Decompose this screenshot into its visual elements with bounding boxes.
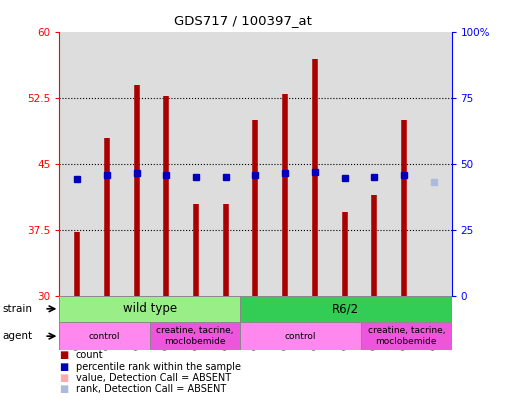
Text: creatine, tacrine,
moclobemide: creatine, tacrine, moclobemide: [367, 326, 445, 346]
Bar: [59, 296, 240, 322]
Bar: [150, 322, 240, 350]
Text: control: control: [89, 332, 120, 341]
Text: creatine, tacrine,
moclobemide: creatine, tacrine, moclobemide: [156, 326, 234, 346]
Text: strain: strain: [3, 304, 33, 314]
Text: ■: ■: [59, 373, 69, 383]
Bar: [240, 296, 452, 322]
Text: agent: agent: [3, 331, 33, 341]
Text: rank, Detection Call = ABSENT: rank, Detection Call = ABSENT: [76, 384, 226, 394]
Text: control: control: [285, 332, 316, 341]
Bar: [240, 322, 361, 350]
Text: value, Detection Call = ABSENT: value, Detection Call = ABSENT: [76, 373, 231, 383]
Text: wild type: wild type: [123, 302, 177, 315]
Text: ■: ■: [59, 384, 69, 394]
Text: R6/2: R6/2: [332, 302, 360, 315]
Bar: [361, 322, 452, 350]
Text: percentile rank within the sample: percentile rank within the sample: [76, 362, 241, 371]
Text: ■: ■: [59, 350, 69, 360]
Text: GDS717 / 100397_at: GDS717 / 100397_at: [173, 14, 312, 27]
Text: ■: ■: [59, 362, 69, 371]
Text: count: count: [76, 350, 104, 360]
Bar: [59, 322, 150, 350]
